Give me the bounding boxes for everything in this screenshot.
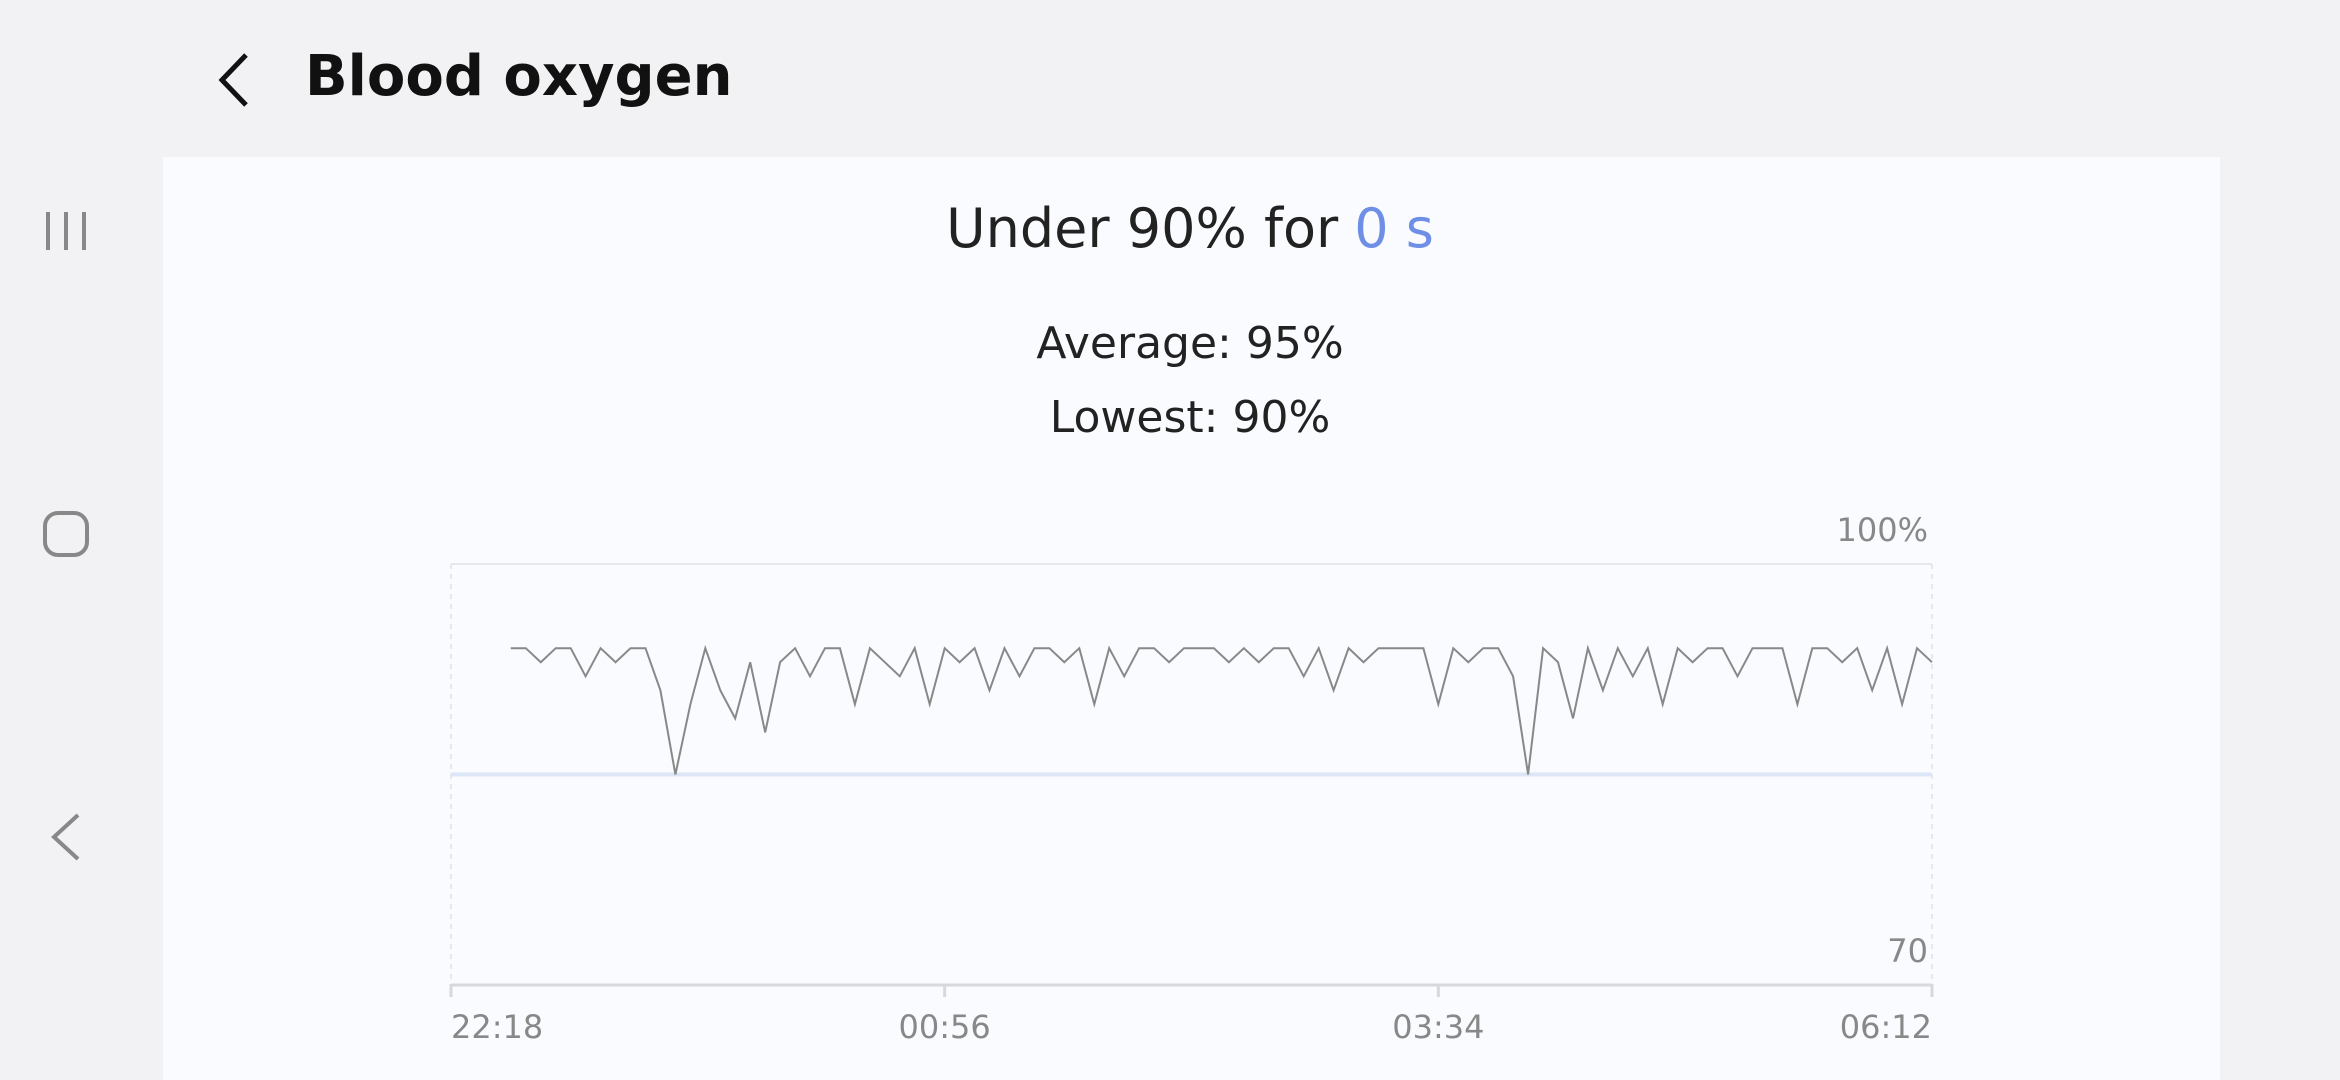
y-tick-label: 100% — [1837, 511, 1928, 549]
recent-apps-button[interactable] — [46, 212, 86, 250]
card — [163, 157, 2220, 1080]
lowest: Lowest: 90% — [1050, 392, 1331, 443]
x-tick-label: 22:18 — [451, 1008, 543, 1046]
home-button[interactable] — [43, 511, 89, 557]
average: Average: 95% — [1036, 318, 1343, 369]
nav-bar — [43, 212, 89, 861]
back-button[interactable] — [218, 53, 248, 107]
x-tick-label: 03:34 — [1392, 1008, 1484, 1046]
y-tick-label: 70 — [1887, 932, 1928, 970]
under-text: Under 90% for — [946, 197, 1339, 260]
page-title: Blood oxygen — [305, 44, 732, 109]
under-value: 0 s — [1354, 197, 1434, 260]
x-tick-label: 00:56 — [899, 1008, 991, 1046]
under-summary: Under 90% for 0 s — [946, 197, 1434, 260]
nav-back-button[interactable] — [51, 813, 80, 861]
spo2-line — [510, 644, 1933, 775]
x-tick-label: 06:12 — [1840, 1008, 1932, 1046]
